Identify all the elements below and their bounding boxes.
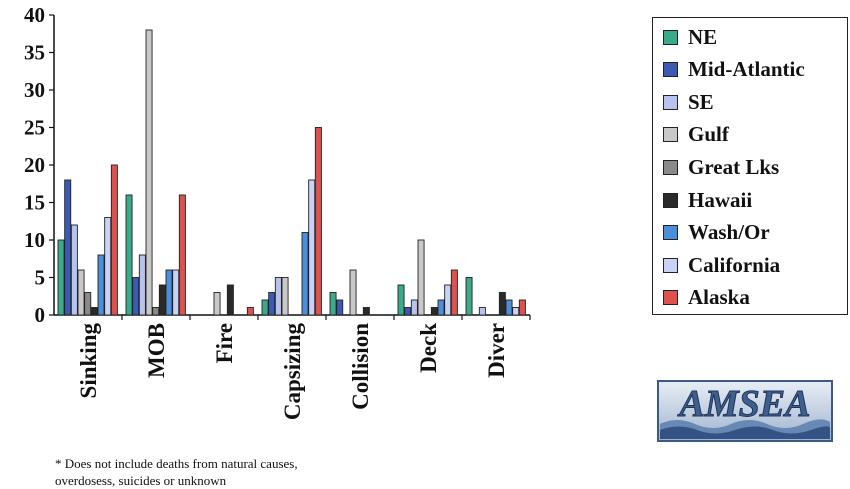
bar-alaska-diver [518, 299, 526, 316]
bar-wash-or-sinking [97, 254, 105, 316]
bar-ne-deck [397, 284, 405, 316]
bar-california-capsizing [308, 179, 316, 316]
legend-label: Hawaii [688, 187, 753, 212]
bar-alaska-deck [450, 269, 458, 316]
footnote-line-2: overdosess, suicides or unknown [55, 473, 227, 488]
legend-label: SE [688, 89, 714, 114]
bar-chart: 0 5 10 15 20 25 30 35 40 Sinking MOB Fire Capsizing C… [24, 3, 531, 421]
bar-ne-sinking [57, 239, 65, 316]
bar-mid-atlantic-capsizing [268, 292, 276, 316]
bar-hawaii-fire [226, 284, 234, 316]
legend-label: NE [688, 24, 718, 49]
x-tick-label: MOB [144, 323, 169, 378]
bar-se-deck [410, 299, 418, 316]
bar-hawaii-mob [158, 284, 166, 316]
bar-se-diver [478, 307, 486, 316]
bar-gulf-sinking [77, 269, 85, 316]
logo-text: AMSEA [678, 383, 811, 425]
bar-great-lks-mob [152, 307, 160, 316]
bar-gulf-deck [417, 239, 425, 316]
bar-se-mob [138, 254, 146, 316]
x-tick-label: Collision [348, 323, 373, 410]
bar-alaska-mob [178, 194, 186, 316]
bar-hawaii-collision [362, 307, 370, 316]
bar-wash-or-deck [437, 299, 445, 316]
legend-label: California [688, 252, 781, 277]
legend-swatch [663, 29, 678, 45]
y-tick-label: 20 [24, 153, 45, 177]
legend-swatch [663, 192, 678, 208]
footnote-line-1: * Does not include deaths from natural c… [55, 456, 298, 471]
bar-gulf-mob [145, 29, 153, 316]
legend-label: Mid-Atlantic [688, 57, 805, 82]
legend-item: Hawaii [663, 185, 752, 215]
bar-hawaii-sinking [90, 307, 98, 316]
y-tick-label: 10 [24, 228, 45, 252]
bar-hawaii-diver [498, 292, 506, 316]
legend-swatch [663, 159, 678, 175]
x-tick-label: Diver [484, 323, 509, 378]
footnote: * Does not include deaths from natural c… [55, 455, 298, 489]
legend-item: NE [663, 22, 717, 52]
legend-item: California [663, 250, 780, 280]
bar-gulf-collision [349, 269, 357, 316]
bar-wash-or-diver [505, 299, 513, 316]
legend-label: Great Lks [688, 154, 780, 179]
legend-swatch [663, 127, 678, 143]
bar-california-sinking [104, 217, 112, 316]
bar-ne-diver [465, 277, 473, 316]
bar-wash-or-mob [165, 269, 173, 316]
x-tick-label: Fire [212, 323, 237, 363]
bar-ne-capsizing [261, 299, 269, 316]
legend-swatch [663, 62, 678, 78]
bar-hawaii-deck [430, 307, 438, 316]
amsea-logo: AMSEA [657, 380, 833, 442]
y-tick-label: 25 [24, 116, 45, 140]
x-tick-label: Sinking [76, 323, 101, 399]
legend-swatch [663, 290, 678, 306]
legend-item: Alaska [663, 283, 750, 313]
bar-se-capsizing [274, 277, 282, 316]
bar-california-mob [172, 269, 180, 316]
legend-item: Great Lks [663, 152, 779, 182]
bar-mid-atlantic-sinking [64, 179, 72, 316]
y-tick-label: 35 [24, 41, 45, 65]
bar-mid-atlantic-deck [404, 307, 412, 316]
legend-item: Mid-Atlantic [663, 55, 805, 85]
bar-california-deck [444, 284, 452, 316]
bar-ne-collision [329, 292, 337, 316]
legend-swatch [663, 94, 678, 110]
y-tick-label: 30 [24, 78, 45, 102]
legend-item: Gulf [663, 120, 729, 150]
bar-ne-mob [125, 194, 133, 316]
bar-mid-atlantic-collision [336, 299, 344, 316]
y-tick-label: 0 [35, 303, 46, 327]
bar-alaska-capsizing [314, 127, 322, 316]
legend-swatch [663, 225, 678, 241]
legend-item: SE [663, 87, 714, 117]
bar-se-sinking [70, 224, 78, 316]
legend-swatch [663, 257, 678, 273]
y-tick-label: 40 [24, 3, 45, 27]
bar-wash-or-capsizing [301, 232, 309, 316]
legend-label: Wash/Or [688, 220, 770, 245]
legend-label: Alaska [688, 285, 750, 310]
bar-california-diver [512, 307, 520, 316]
x-tick-label: Capsizing [280, 323, 305, 421]
y-tick-label: 15 [24, 191, 45, 215]
bar-mid-atlantic-mob [132, 277, 140, 316]
bar-gulf-capsizing [281, 277, 289, 316]
bar-gulf-fire [213, 292, 221, 316]
bar-alaska-fire [246, 307, 254, 316]
y-tick-label: 5 [35, 266, 46, 290]
bar-great-lks-sinking [84, 292, 92, 316]
legend-item: Wash/Or [663, 218, 770, 248]
legend-label: Gulf [688, 122, 729, 147]
chart-legend: NE Mid-Atlantic SE Gulf Great Lks Hawaii Wash/… [652, 17, 848, 315]
x-tick-label: Deck [416, 323, 441, 373]
bar-alaska-sinking [110, 164, 118, 316]
